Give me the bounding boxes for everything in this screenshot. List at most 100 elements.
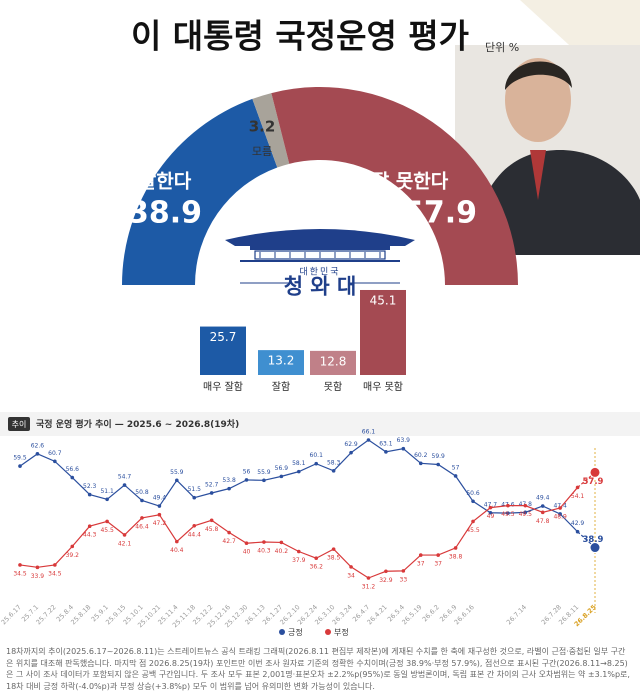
point — [209, 491, 214, 495]
point — [140, 516, 144, 520]
point-label: 42.7 — [222, 538, 236, 545]
point-label: 38.9 — [583, 535, 604, 545]
point — [262, 478, 266, 483]
point — [366, 576, 371, 580]
point — [523, 510, 528, 515]
infographic: 이 대통령 국정운영 평가 단위 % 대한민국 청 와 대 잘한다 38.9 모름 3… — [122, 0, 640, 393]
point-label: 50.8 — [135, 489, 149, 496]
point-label: 40.4 — [170, 547, 184, 554]
point — [192, 495, 197, 500]
point — [87, 492, 92, 497]
point-label: 66.1 — [362, 429, 376, 436]
trend-header — [0, 412, 640, 436]
point-label: 46.4 — [135, 523, 149, 530]
point-label: 38.8 — [449, 553, 463, 560]
point — [401, 569, 406, 573]
point — [506, 511, 510, 515]
point — [575, 485, 580, 490]
point-label: 62.6 — [31, 442, 45, 449]
slice-value: 57.9 — [403, 196, 477, 231]
point-label: 45.8 — [205, 526, 219, 533]
point — [175, 539, 179, 544]
point-label: 45.5 — [466, 527, 480, 534]
point-label: 38.5 — [327, 555, 341, 562]
point-label: 33.9 — [31, 573, 45, 580]
point — [558, 512, 562, 516]
bar — [360, 289, 406, 375]
point — [471, 499, 475, 504]
point — [296, 549, 301, 554]
point-label: 31.2 — [362, 584, 376, 591]
point — [453, 546, 458, 550]
bar-value: 25.7 — [210, 330, 237, 344]
point — [575, 529, 580, 534]
point-label: 54.7 — [118, 474, 132, 481]
point — [279, 540, 284, 545]
point-label: 62.9 — [344, 441, 358, 448]
point-label: 63.1 — [379, 440, 393, 447]
point-label: 36.2 — [310, 564, 324, 571]
slice-label: 잘한다 — [139, 171, 192, 193]
point — [35, 565, 40, 570]
point-label: 63.9 — [397, 437, 411, 444]
point — [279, 474, 284, 479]
point — [384, 569, 388, 574]
point — [589, 542, 601, 554]
bar-label: 잘함 — [272, 381, 290, 393]
point-label: 42.9 — [571, 520, 585, 527]
point-label: 33 — [400, 576, 408, 583]
point-label: 49.4 — [536, 495, 550, 502]
point-label: 59.5 — [13, 455, 27, 462]
bar-value: 12.8 — [320, 354, 347, 368]
point — [331, 469, 336, 473]
point-label: 39.2 — [66, 552, 80, 559]
tag-badge — [8, 417, 30, 431]
bar-label: 못함 — [324, 381, 342, 393]
point — [488, 505, 493, 510]
point-label: 51.5 — [188, 486, 202, 493]
point — [262, 540, 266, 544]
series-gap-line — [577, 471, 596, 488]
point-label: 60.1 — [310, 452, 324, 459]
point — [314, 556, 319, 561]
title: 이 대통령 국정운영 평가 — [131, 17, 469, 56]
point — [558, 506, 562, 510]
bar — [200, 326, 246, 375]
point-label: 37 — [417, 561, 425, 568]
x-tick-label: 25.6.17 — [0, 603, 23, 626]
point — [349, 565, 353, 569]
point-label: 37.9 — [292, 557, 306, 564]
point — [53, 563, 57, 567]
trend-chart: 추이 국정 운영 평가 추이 — 2025.6 ~ 2026.8(19차) 25… — [0, 412, 640, 637]
point-label: 60.2 — [414, 452, 428, 459]
x-tick-label: 26.6.2 — [421, 603, 441, 623]
point-label: 34.5 — [13, 570, 27, 577]
point-label: 57 — [452, 464, 460, 471]
point-label: 54.1 — [571, 493, 585, 500]
trend-title: 국정 운영 평가 추이 — 2025.6 ~ 2026.8(19차) — [36, 418, 239, 430]
point — [453, 474, 458, 478]
point — [192, 524, 197, 528]
point-label: 47.4 — [553, 502, 567, 509]
point — [384, 450, 388, 454]
point — [122, 533, 127, 537]
point — [87, 524, 92, 529]
point-label: 34 — [347, 572, 355, 579]
point — [18, 563, 22, 567]
point — [70, 475, 75, 480]
bar-value: 13.2 — [268, 354, 295, 368]
point-label: 47.2 — [153, 520, 167, 527]
point-label: 58.3 — [327, 459, 341, 466]
logo — [225, 229, 415, 284]
point — [506, 503, 510, 508]
point — [140, 498, 144, 503]
point-label: 60.7 — [48, 450, 62, 457]
point — [331, 547, 336, 551]
bar-value: 45.1 — [370, 293, 397, 307]
point — [244, 541, 249, 546]
point-label: 37 — [434, 561, 442, 568]
point — [418, 553, 423, 557]
point — [436, 553, 440, 557]
slice-value: 3.2 — [249, 118, 276, 136]
bar-label: 매우 못함 — [363, 381, 403, 393]
